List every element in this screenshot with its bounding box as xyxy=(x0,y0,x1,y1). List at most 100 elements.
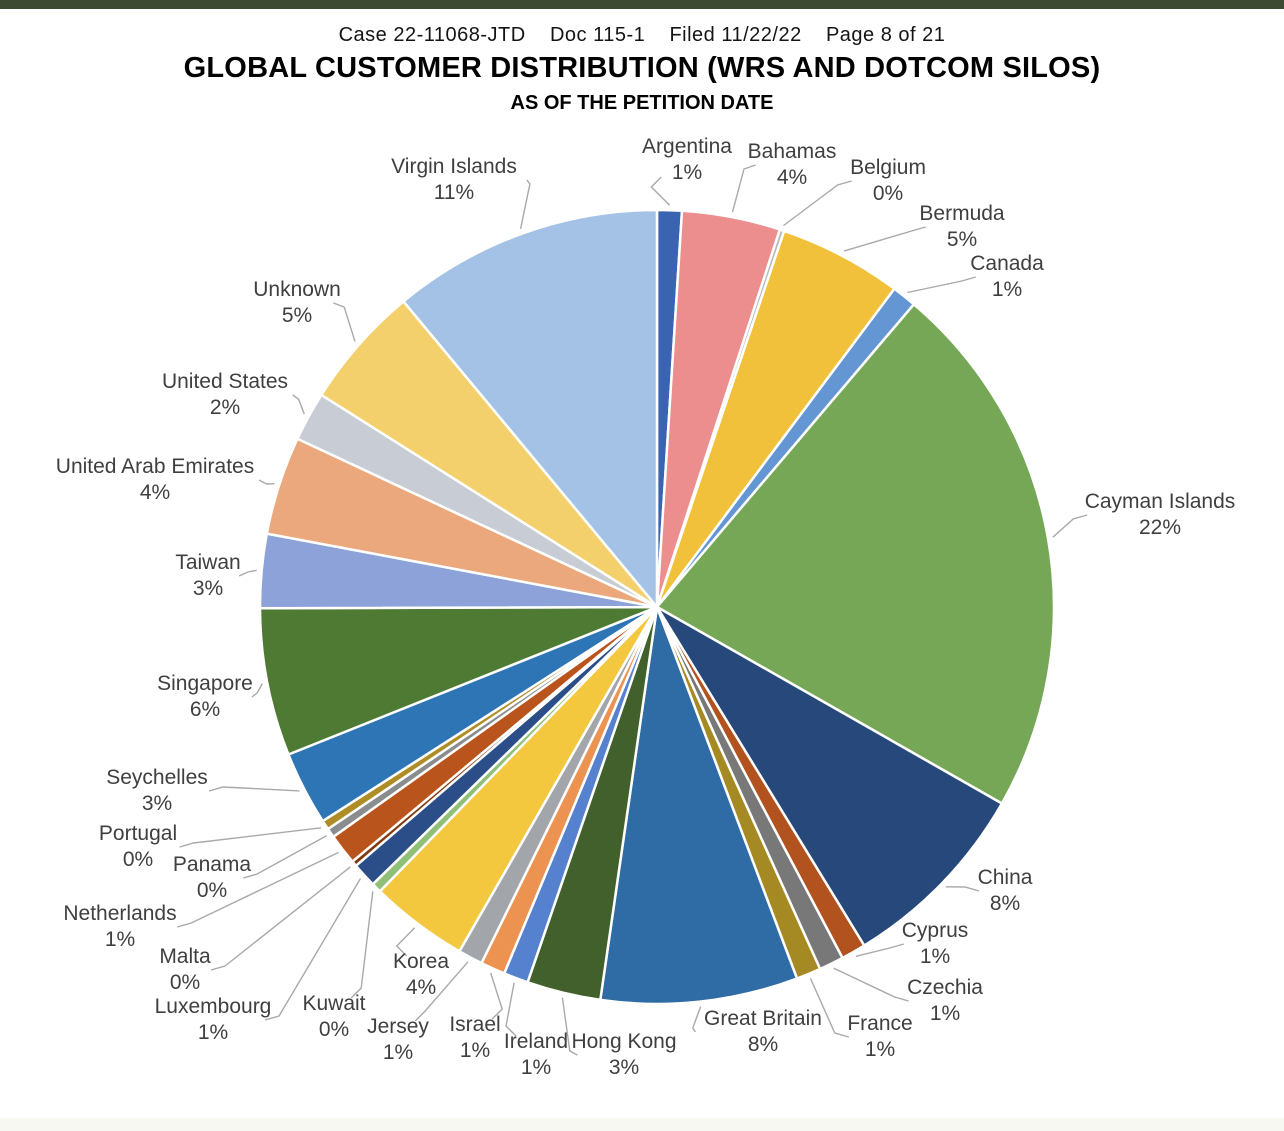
slice-percent-canada: 1% xyxy=(992,278,1022,301)
slice-percent-cyprus: 1% xyxy=(920,945,950,968)
slice-label-france: France xyxy=(847,1012,912,1035)
page-title: GLOBAL CUSTOMER DISTRIBUTION (WRS AND DO… xyxy=(183,52,1101,84)
leader-line-hong-kong xyxy=(561,997,578,1056)
leader-line-argentina xyxy=(650,176,671,206)
leader-line-malta xyxy=(210,866,351,971)
leader-line-belgium xyxy=(783,180,852,227)
slice-percent-cayman-islands: 22% xyxy=(1139,516,1181,539)
slice-label-portugal: Portugal xyxy=(99,822,177,845)
slice-percent-korea: 4% xyxy=(406,976,436,999)
slice-label-czechia: Czechia xyxy=(907,976,983,999)
slice-percent-bermuda: 5% xyxy=(947,228,977,251)
pie-slice-great-britain xyxy=(599,605,799,1006)
slice-label-unknown: Unknown xyxy=(253,278,341,301)
slice-percent-taiwan: 3% xyxy=(193,577,223,600)
slice-percent-unknown: 5% xyxy=(282,304,312,327)
slice-label-belgium: Belgium xyxy=(850,156,926,179)
slice-label-netherlands: Netherlands xyxy=(63,902,176,925)
page-subtitle: AS OF THE PETITION DATE xyxy=(510,92,774,114)
leader-line-luxembourg xyxy=(264,878,362,1021)
slice-percent-luxembourg: 1% xyxy=(198,1021,228,1044)
slice-label-canada: Canada xyxy=(970,252,1044,275)
slice-label-ireland: Ireland xyxy=(504,1030,568,1053)
slice-percent-jersey: 1% xyxy=(383,1041,413,1064)
slice-percent-hong-kong: 3% xyxy=(609,1056,639,1079)
leader-line-israel xyxy=(490,972,503,1020)
leader-line-taiwan xyxy=(238,569,257,577)
leader-line-netherlands xyxy=(177,851,339,928)
slice-percent-kuwait: 0% xyxy=(319,1018,349,1041)
slice-label-israel: Israel xyxy=(449,1013,500,1036)
slice-percent-united-states: 2% xyxy=(210,396,240,419)
pie-slice-singapore xyxy=(258,605,659,756)
slice-percent-malta: 0% xyxy=(170,971,200,994)
slice-label-kuwait: Kuwait xyxy=(302,992,365,1015)
leader-line-china xyxy=(945,886,980,892)
slice-percent-united-arab-emirates: 4% xyxy=(140,481,170,504)
leader-line-portugal xyxy=(179,827,322,848)
slice-percent-virgin-islands: 11% xyxy=(434,181,474,204)
slice-percent-seychelles: 3% xyxy=(142,792,172,815)
leader-line-united-arab-emirates xyxy=(258,479,275,485)
slice-percent-china: 8% xyxy=(990,892,1020,915)
slice-percent-bahamas: 4% xyxy=(777,166,807,189)
leader-line-cayman-islands xyxy=(1052,514,1088,538)
slice-label-luxembourg: Luxembourg xyxy=(155,995,272,1018)
leader-line-cyprus xyxy=(855,943,904,957)
leader-line-bahamas xyxy=(731,164,756,213)
leader-line-ireland xyxy=(505,982,517,1037)
pie-slice-cayman-islands xyxy=(655,303,1056,805)
page-header: Case 22-11068-JTD Doc 115-1 Filed 11/22/… xyxy=(0,24,1284,115)
pie-slice-china xyxy=(655,605,1004,947)
slice-label-bermuda: Bermuda xyxy=(919,202,1005,225)
slice-label-malta: Malta xyxy=(159,945,211,968)
leader-line-france xyxy=(809,978,849,1038)
slice-label-china: China xyxy=(978,866,1033,889)
top-window-bar xyxy=(0,0,1284,9)
leader-line-czechia xyxy=(833,967,909,1002)
case-caption-line: Case 22-11068-JTD Doc 115-1 Filed 11/22/… xyxy=(338,24,946,46)
leader-line-canada xyxy=(907,276,976,294)
slice-label-argentina: Argentina xyxy=(642,135,732,158)
leader-line-unknown xyxy=(333,302,356,342)
slice-label-bahamas: Bahamas xyxy=(748,140,837,163)
slice-label-hong-kong: Hong Kong xyxy=(571,1030,676,1053)
slice-label-panama: Panama xyxy=(173,853,252,876)
slice-percent-singapore: 6% xyxy=(190,698,220,721)
slice-percent-argentina: 1% xyxy=(672,161,702,184)
slice-percent-netherlands: 1% xyxy=(105,928,135,951)
slice-label-seychelles: Seychelles xyxy=(106,766,208,789)
slice-percent-panama: 0% xyxy=(197,879,227,902)
slice-percent-ireland: 1% xyxy=(521,1056,551,1079)
slice-percent-portugal: 0% xyxy=(123,848,153,871)
slice-label-korea: Korea xyxy=(393,950,449,973)
slice-percent-great-britain: 8% xyxy=(748,1033,778,1056)
slice-percent-france: 1% xyxy=(865,1038,895,1061)
leader-line-singapore xyxy=(251,683,264,698)
leader-line-great-britain xyxy=(692,1006,702,1033)
slice-label-cyprus: Cyprus xyxy=(902,919,969,942)
leader-line-virgin-islands xyxy=(519,179,531,230)
bottom-page-edge xyxy=(0,1118,1284,1131)
slice-label-cayman-islands: Cayman Islands xyxy=(1085,490,1236,513)
slice-label-united-arab-emirates: United Arab Emirates xyxy=(56,455,254,478)
slice-percent-belgium: 0% xyxy=(873,182,903,205)
slice-label-great-britain: Great Britain xyxy=(704,1007,822,1030)
leader-line-seychelles xyxy=(208,786,300,792)
slice-label-jersey: Jersey xyxy=(367,1015,429,1038)
pie-slice-virgin-islands xyxy=(402,208,659,609)
slice-percent-czechia: 1% xyxy=(930,1002,960,1025)
slice-percent-israel: 1% xyxy=(460,1039,490,1062)
slice-label-taiwan: Taiwan xyxy=(175,551,240,574)
slice-label-virgin-islands: Virgin Islands xyxy=(391,155,517,178)
slice-label-singapore: Singapore xyxy=(157,672,253,695)
leader-line-panama xyxy=(243,835,327,879)
leader-line-jersey xyxy=(414,961,469,1022)
leader-line-korea xyxy=(395,927,416,957)
leader-line-kuwait xyxy=(350,891,374,999)
leader-line-bermuda xyxy=(843,226,926,252)
leader-line-united-states xyxy=(292,394,305,415)
slice-label-united-states: United States xyxy=(162,370,288,393)
